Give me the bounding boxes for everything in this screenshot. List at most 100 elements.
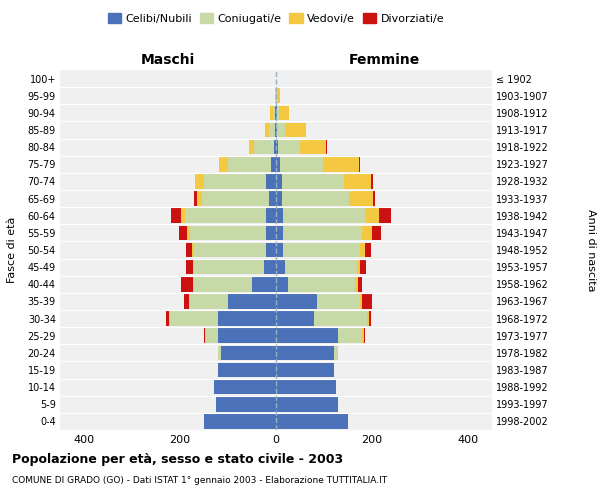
Bar [365, 242, 371, 258]
Bar [220, 157, 228, 172]
Bar [204, 414, 276, 428]
Bar [277, 106, 280, 120]
Bar [248, 140, 254, 154]
Text: Fasce di età: Fasce di età [7, 217, 17, 283]
Bar [278, 140, 300, 154]
Bar [317, 294, 360, 308]
Bar [266, 242, 276, 258]
Bar [214, 380, 276, 394]
Bar [276, 380, 336, 394]
Bar [194, 277, 252, 291]
Bar [368, 312, 371, 326]
Text: Anni di nascita: Anni di nascita [586, 209, 596, 291]
Bar [276, 122, 277, 138]
Bar [270, 106, 272, 120]
Bar [355, 277, 358, 291]
Bar [197, 192, 202, 206]
Bar [275, 122, 276, 138]
Bar [170, 312, 218, 326]
Bar [271, 157, 276, 172]
Bar [276, 362, 334, 378]
Bar [283, 242, 360, 258]
Bar [360, 242, 365, 258]
Bar [282, 192, 349, 206]
Bar [190, 226, 266, 240]
Bar [276, 414, 348, 428]
Bar [360, 294, 362, 308]
Bar [265, 122, 269, 138]
Legend: Celibi/Nubili, Coniugati/e, Vedovi/e, Divorziati/e: Celibi/Nubili, Coniugati/e, Vedovi/e, Di… [106, 11, 446, 26]
Bar [362, 328, 364, 343]
Bar [283, 208, 365, 223]
Bar [202, 192, 269, 206]
Bar [228, 294, 276, 308]
Bar [365, 208, 379, 223]
Bar [266, 174, 276, 188]
Bar [192, 242, 194, 258]
Bar [272, 106, 275, 120]
Bar [276, 277, 288, 291]
Bar [362, 226, 372, 240]
Bar [252, 277, 276, 291]
Bar [185, 208, 266, 223]
Bar [194, 242, 266, 258]
Bar [218, 362, 276, 378]
Bar [166, 312, 169, 326]
Bar [367, 312, 368, 326]
Bar [276, 226, 283, 240]
Bar [276, 140, 278, 154]
Bar [228, 157, 271, 172]
Bar [254, 140, 274, 154]
Bar [371, 174, 373, 188]
Bar [314, 312, 367, 326]
Bar [356, 260, 361, 274]
Bar [361, 260, 366, 274]
Bar [364, 328, 365, 343]
Bar [276, 174, 282, 188]
Bar [269, 192, 276, 206]
Bar [276, 260, 284, 274]
Bar [323, 157, 359, 172]
Bar [276, 346, 334, 360]
Bar [379, 208, 391, 223]
Bar [193, 260, 194, 274]
Bar [205, 328, 206, 343]
Bar [184, 294, 188, 308]
Bar [186, 260, 193, 274]
Bar [280, 106, 289, 120]
Bar [276, 106, 277, 120]
Bar [266, 226, 276, 240]
Bar [288, 277, 355, 291]
Bar [196, 174, 204, 188]
Bar [187, 226, 190, 240]
Bar [218, 346, 221, 360]
Text: Popolazione per età, sesso e stato civile - 2003: Popolazione per età, sesso e stato civil… [12, 452, 343, 466]
Bar [181, 208, 185, 223]
Text: COMUNE DI GRADO (GO) - Dati ISTAT 1° gennaio 2003 - Elaborazione TUTTITALIA.IT: COMUNE DI GRADO (GO) - Dati ISTAT 1° gen… [12, 476, 387, 485]
Bar [373, 192, 376, 206]
Bar [362, 294, 372, 308]
Bar [275, 106, 276, 120]
Bar [300, 140, 326, 154]
Bar [264, 260, 276, 274]
Bar [338, 328, 362, 343]
Bar [276, 157, 280, 172]
Bar [276, 208, 283, 223]
Bar [276, 328, 338, 343]
Bar [204, 328, 205, 343]
Bar [359, 157, 360, 172]
Bar [181, 277, 193, 291]
Bar [193, 277, 194, 291]
Bar [280, 157, 323, 172]
Bar [358, 277, 362, 291]
Bar [372, 226, 380, 240]
Bar [194, 260, 264, 274]
Bar [276, 312, 314, 326]
Bar [188, 294, 190, 308]
Bar [172, 208, 181, 223]
Bar [282, 174, 344, 188]
Bar [206, 328, 218, 343]
Bar [179, 226, 187, 240]
Bar [349, 192, 373, 206]
Bar [204, 174, 266, 188]
